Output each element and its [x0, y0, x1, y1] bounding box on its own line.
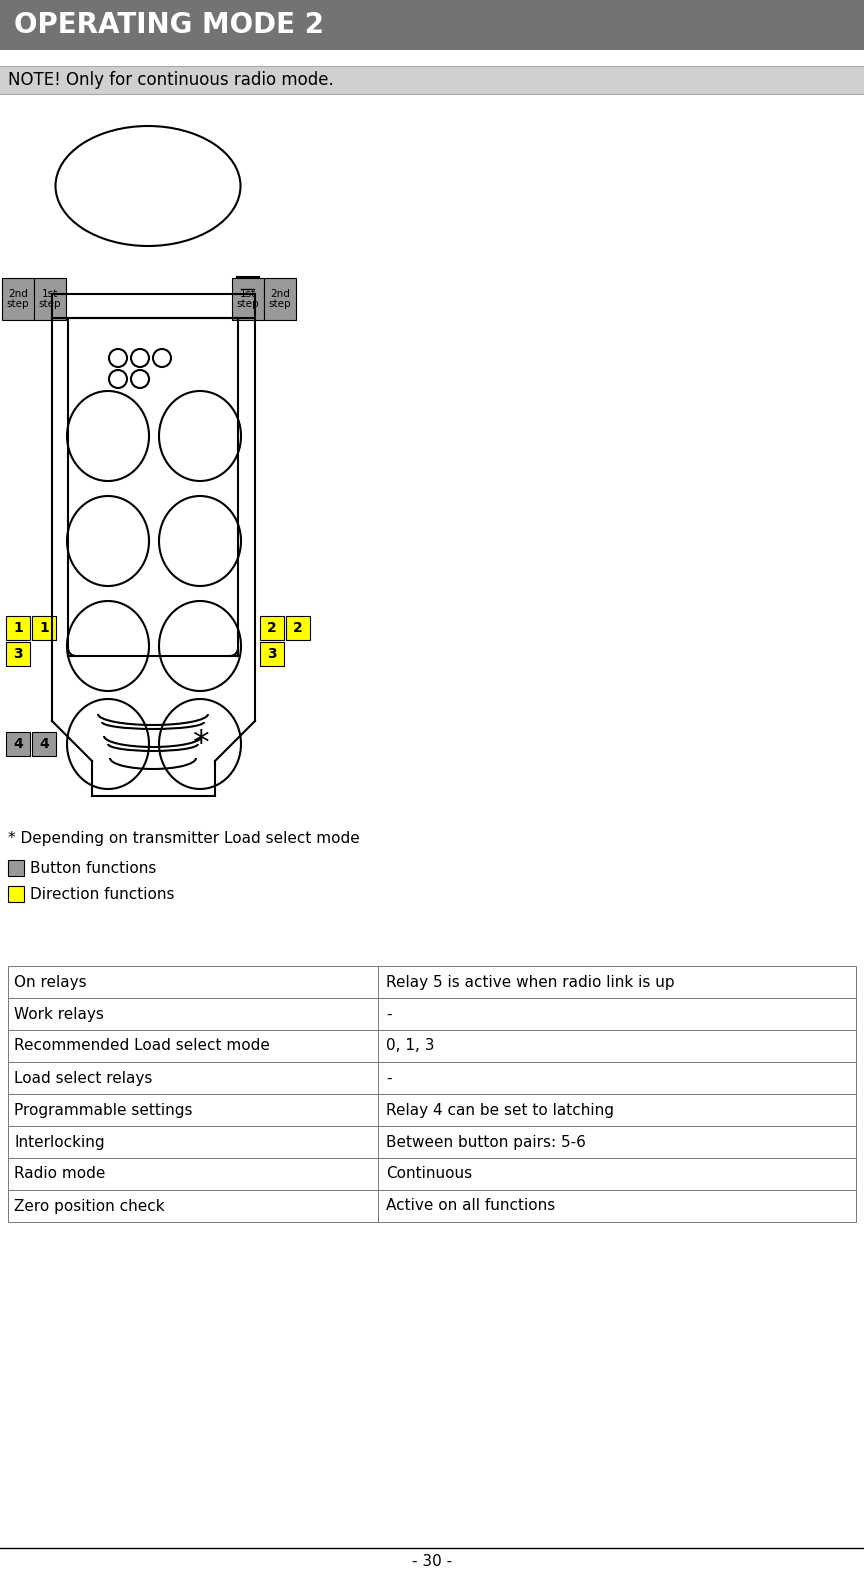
- Text: On relays: On relays: [14, 974, 86, 990]
- Text: Direction functions: Direction functions: [30, 887, 175, 901]
- Text: 3: 3: [267, 648, 276, 660]
- Text: 3: 3: [13, 648, 22, 660]
- Text: * Depending on transmitter Load select mode: * Depending on transmitter Load select m…: [8, 831, 359, 845]
- Bar: [32, 731, 56, 756]
- Bar: [8, 1190, 856, 1221]
- Bar: [8, 1062, 856, 1094]
- Bar: [6, 641, 30, 667]
- Text: Zero position check: Zero position check: [14, 1198, 165, 1214]
- Bar: [0, 66, 864, 95]
- Bar: [6, 616, 30, 640]
- Bar: [6, 731, 30, 756]
- Text: Interlocking: Interlocking: [14, 1135, 105, 1149]
- Text: 2nd
step: 2nd step: [269, 288, 291, 309]
- Bar: [8, 860, 24, 876]
- Text: 1: 1: [39, 621, 49, 635]
- Text: 1: 1: [13, 621, 22, 635]
- Bar: [264, 277, 296, 320]
- Text: 4: 4: [13, 738, 22, 752]
- Text: NOTE! Only for continuous radio mode.: NOTE! Only for continuous radio mode.: [8, 71, 334, 88]
- Text: 2nd
step: 2nd step: [7, 288, 29, 309]
- Text: Radio mode: Radio mode: [14, 1166, 105, 1182]
- Bar: [8, 966, 856, 998]
- Bar: [8, 886, 24, 901]
- Bar: [0, 0, 864, 50]
- Text: - 30 -: - 30 -: [412, 1554, 452, 1570]
- Text: -: -: [386, 1070, 391, 1086]
- Bar: [8, 998, 856, 1031]
- Text: 1st
step: 1st step: [39, 288, 61, 309]
- Text: -: -: [386, 1007, 391, 1021]
- Bar: [260, 616, 284, 640]
- Bar: [237, 277, 259, 299]
- Text: OPERATING MODE 2: OPERATING MODE 2: [14, 11, 324, 39]
- Text: Active on all functions: Active on all functions: [386, 1198, 556, 1214]
- Text: 4: 4: [39, 738, 49, 752]
- Text: Relay 5 is active when radio link is up: Relay 5 is active when radio link is up: [386, 974, 675, 990]
- Bar: [8, 1125, 856, 1158]
- Bar: [34, 277, 66, 320]
- Text: 2: 2: [267, 621, 276, 635]
- Bar: [286, 616, 310, 640]
- Text: Button functions: Button functions: [30, 860, 156, 876]
- Text: Programmable settings: Programmable settings: [14, 1103, 193, 1117]
- Text: Continuous: Continuous: [386, 1166, 472, 1182]
- Bar: [8, 1094, 856, 1125]
- Text: 1st
step: 1st step: [237, 288, 259, 309]
- Bar: [32, 616, 56, 640]
- Bar: [8, 1158, 856, 1190]
- Text: Work relays: Work relays: [14, 1007, 104, 1021]
- Bar: [2, 277, 34, 320]
- Text: 0, 1, 3: 0, 1, 3: [386, 1039, 435, 1053]
- Bar: [8, 1031, 856, 1062]
- Text: Relay 4 can be set to latching: Relay 4 can be set to latching: [386, 1103, 614, 1117]
- Text: Recommended Load select mode: Recommended Load select mode: [14, 1039, 270, 1053]
- Text: Between button pairs: 5-6: Between button pairs: 5-6: [386, 1135, 586, 1149]
- Text: Load select relays: Load select relays: [14, 1070, 152, 1086]
- Text: *: *: [192, 728, 208, 761]
- Bar: [260, 641, 284, 667]
- Bar: [232, 277, 264, 320]
- Text: 2: 2: [293, 621, 303, 635]
